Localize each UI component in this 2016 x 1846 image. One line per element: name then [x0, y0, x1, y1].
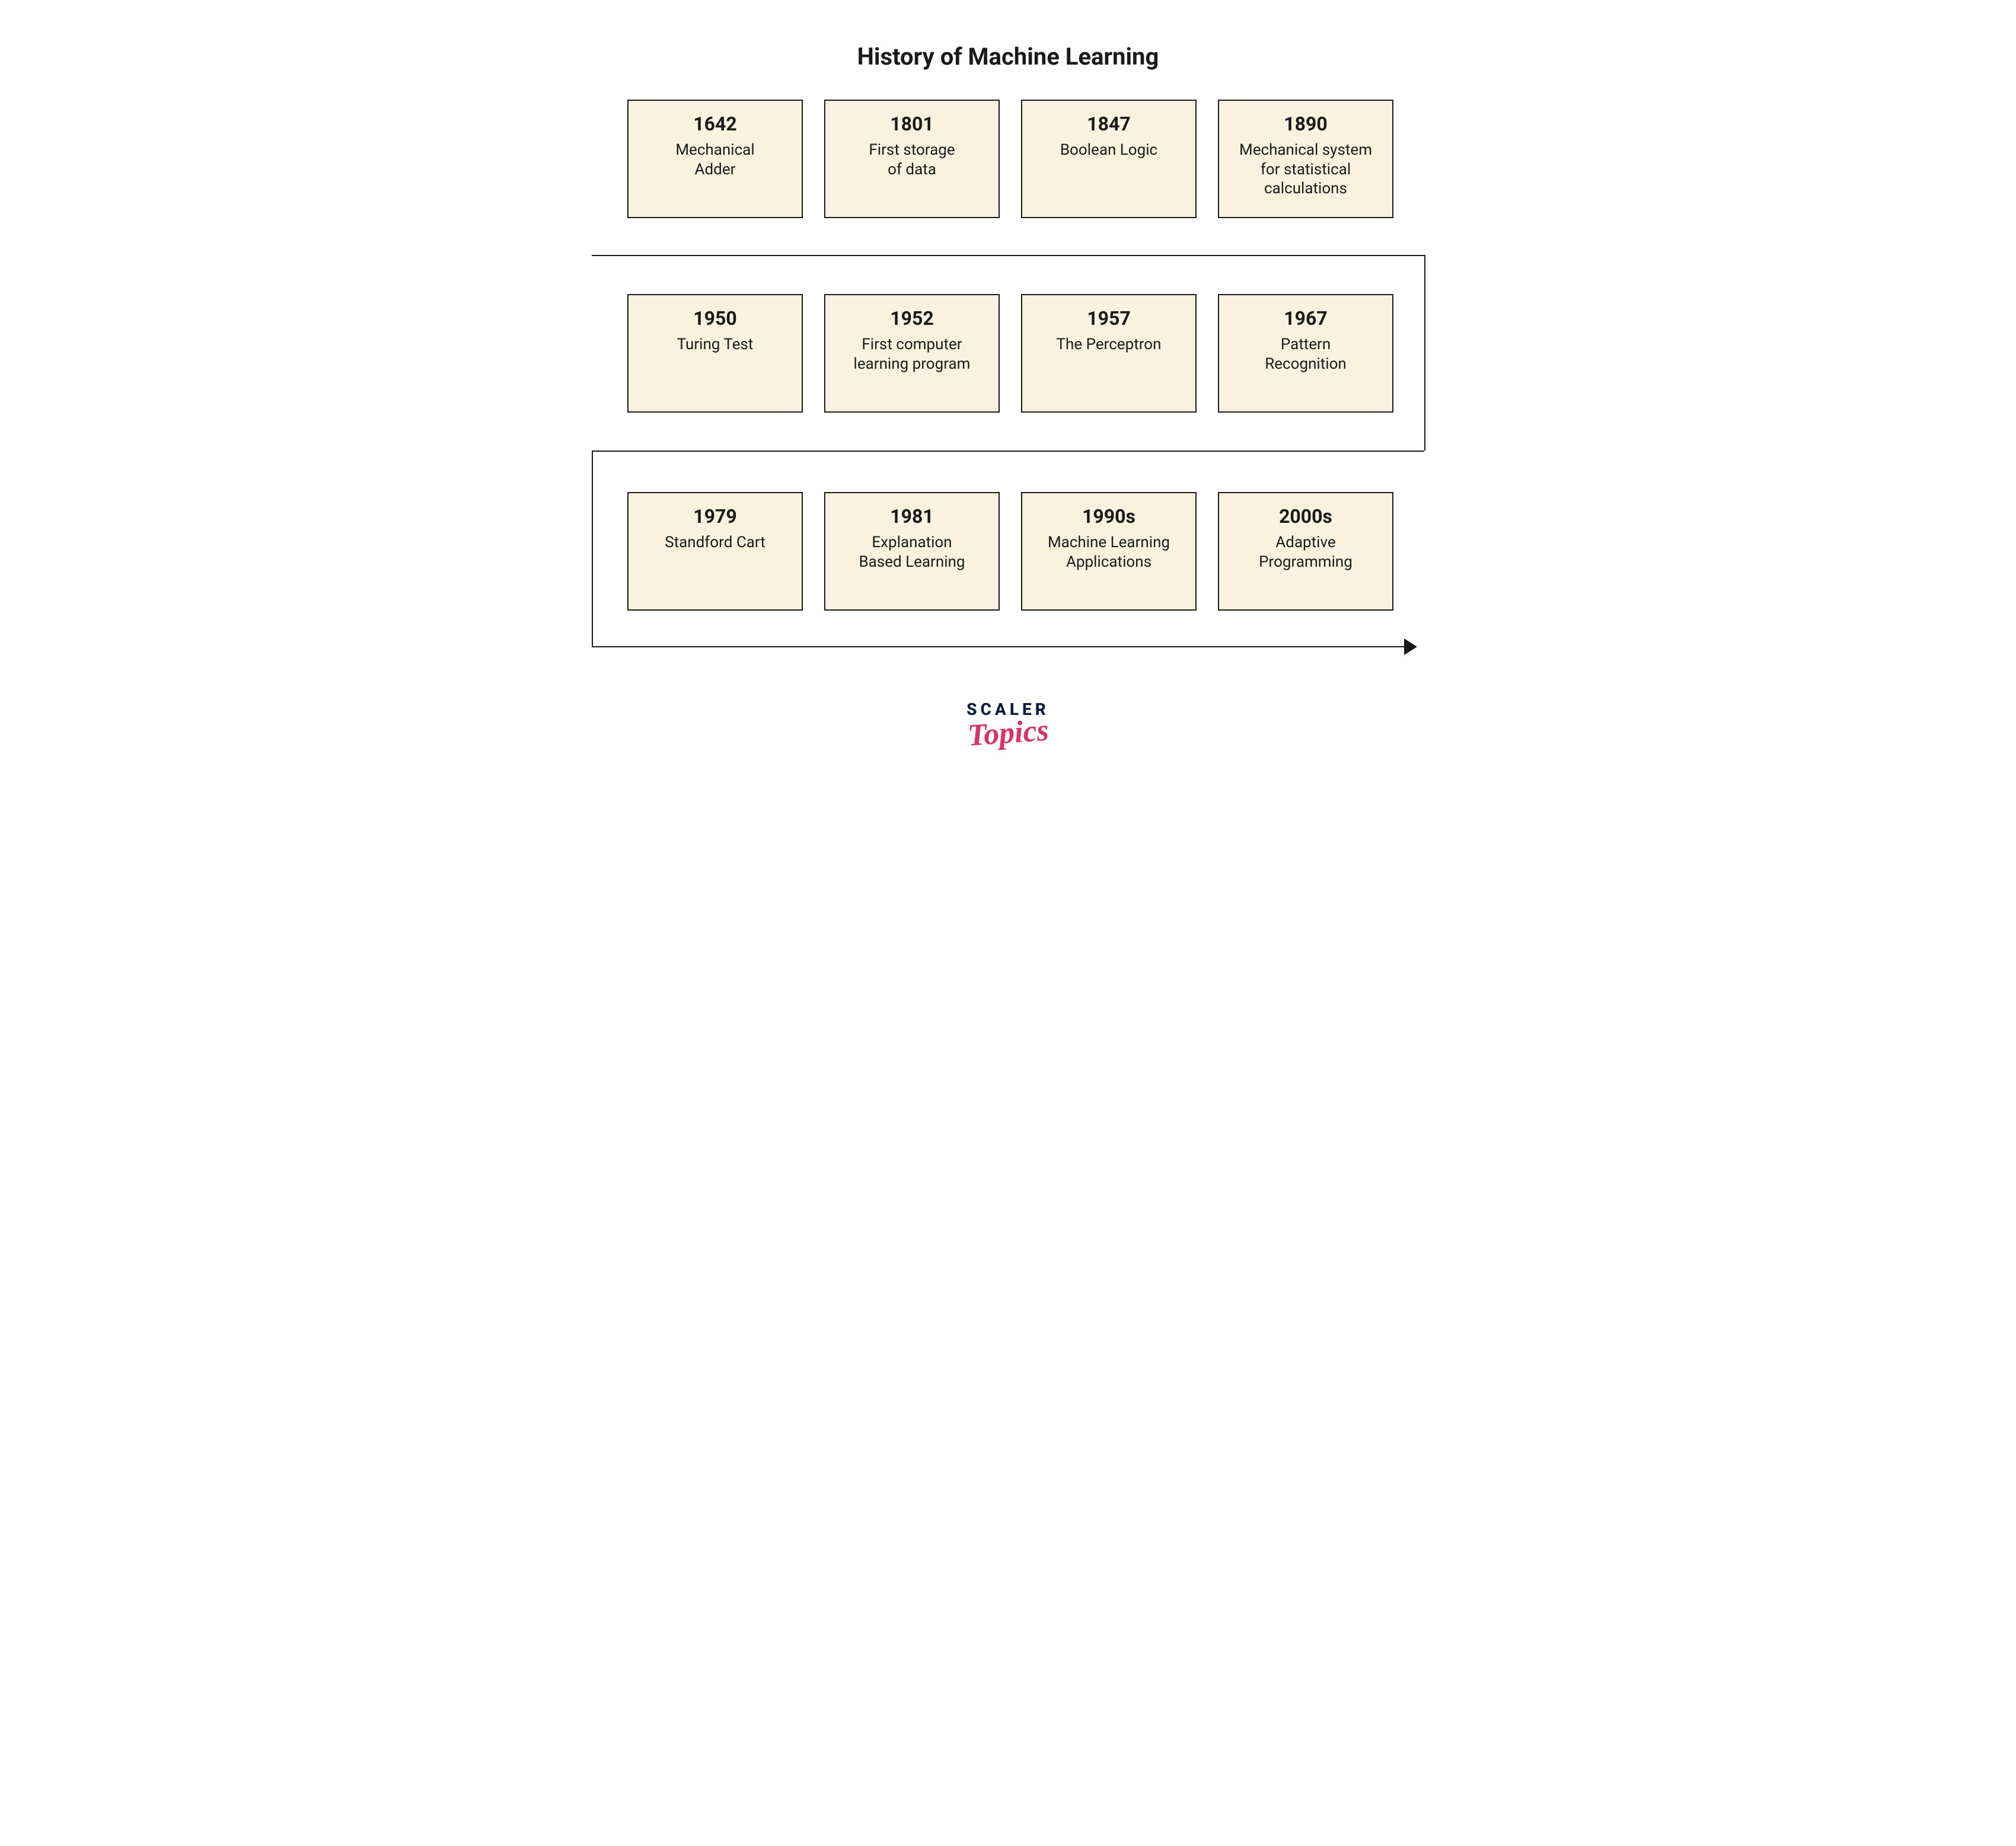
timeline-card-desc: Pattern Recognition	[1219, 335, 1392, 373]
timeline-card-desc: First computer learning program	[825, 335, 999, 373]
timeline-card: 2000s Adaptive Programming	[1218, 492, 1393, 611]
timeline-card-desc: Standford Cart	[629, 533, 802, 552]
timeline-card-year: 1642	[629, 114, 802, 135]
timeline-card-desc: Machine Learning Applications	[1022, 533, 1195, 571]
timeline-card-year: 1952	[825, 308, 999, 329]
timeline-card-desc: Turing Test	[629, 335, 802, 354]
timeline-card: 1981 Explanation Based Learning	[824, 492, 1000, 611]
timeline-card: 1642 Mechanical Adder	[627, 100, 803, 218]
timeline-card-desc: The Perceptron	[1022, 335, 1195, 354]
timeline-arrowhead-icon	[1404, 638, 1417, 655]
timeline-card-year: 1950	[629, 308, 802, 329]
timeline-card-year: 1981	[825, 506, 999, 527]
timeline-card-year: 1979	[629, 506, 802, 527]
timeline-card-year: 1957	[1022, 308, 1195, 329]
timeline-card-desc: Explanation Based Learning	[825, 533, 999, 571]
timeline-card-desc: Mechanical Adder	[629, 140, 802, 179]
timeline-card-desc: First storage of data	[825, 140, 999, 179]
timeline-card: 1979 Standford Cart	[627, 492, 803, 611]
timeline-card: 1847 Boolean Logic	[1021, 100, 1197, 218]
timeline-card-year: 2000s	[1219, 506, 1392, 527]
connector-seg-3	[592, 451, 1424, 452]
timeline-canvas: History of Machine Learning SCALER Topic…	[546, 0, 1470, 848]
logo-bottom-text: Topics	[966, 713, 1050, 753]
timeline-card-year: 1990s	[1022, 506, 1195, 527]
page-title: History of Machine Learning	[546, 43, 1470, 71]
timeline-card-desc: Adaptive Programming	[1219, 533, 1392, 571]
connector-seg-1	[592, 255, 1424, 256]
scaler-topics-logo: SCALER Topics	[937, 700, 1079, 750]
connector-seg-2	[1424, 255, 1425, 451]
timeline-card-year: 1967	[1219, 308, 1392, 329]
connector-seg-4	[592, 451, 593, 646]
timeline-card-year: 1801	[825, 114, 999, 135]
timeline-card: 1801 First storage of data	[824, 100, 1000, 218]
timeline-card-year: 1890	[1219, 114, 1392, 135]
timeline-card-desc: Boolean Logic	[1022, 140, 1195, 160]
timeline-card-desc: Mechanical system for statistical calcul…	[1219, 140, 1392, 199]
timeline-card-year: 1847	[1022, 114, 1195, 135]
timeline-card: 1950 Turing Test	[627, 294, 803, 413]
timeline-card: 1967 Pattern Recognition	[1218, 294, 1393, 413]
timeline-card: 1952 First computer learning program	[824, 294, 1000, 413]
timeline-card: 1957 The Perceptron	[1021, 294, 1197, 413]
timeline-card: 1990s Machine Learning Applications	[1021, 492, 1197, 611]
timeline-card: 1890 Mechanical system for statistical ca…	[1218, 100, 1393, 218]
connector-seg-5	[592, 646, 1404, 647]
